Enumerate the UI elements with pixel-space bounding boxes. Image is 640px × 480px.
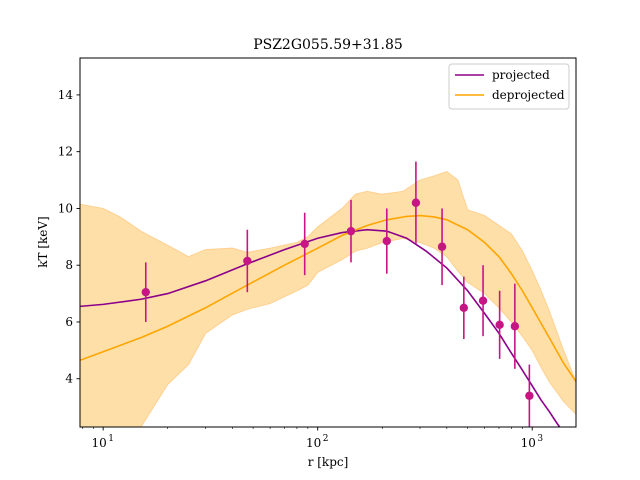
x-tick-exponent: 3 <box>537 434 543 444</box>
data-marker <box>495 320 504 330</box>
x-tick-label: 10 <box>521 436 536 450</box>
y-tick-label: 12 <box>58 145 73 159</box>
data-point <box>300 212 309 276</box>
y-tick-label: 8 <box>65 258 73 272</box>
y-axis-ticks: 4 6 8 10 12 14 <box>58 88 80 386</box>
y-tick-label: 14 <box>58 88 74 102</box>
data-marker <box>437 242 447 251</box>
y-tick-label: 6 <box>65 315 73 329</box>
plot-frame <box>79 57 577 428</box>
data-point <box>382 208 392 274</box>
data-marker <box>382 236 392 246</box>
legend: projected deprojected <box>448 63 570 110</box>
data-point <box>141 262 150 322</box>
legend-projected-label: projected <box>492 68 550 82</box>
data-marker <box>243 256 252 266</box>
data-marker <box>459 303 469 312</box>
y-axis-label: kT [keV] <box>36 216 50 268</box>
data-marker <box>478 296 488 305</box>
data-marker <box>346 226 356 236</box>
x-axis-label: r [kpc] <box>308 455 349 469</box>
data-point <box>525 364 534 427</box>
x-tick-label: 10 <box>92 436 107 450</box>
data-point <box>495 290 504 359</box>
deprojected-line <box>80 214 576 383</box>
projected-line <box>80 228 561 427</box>
x-axis-ticks: 10 1 10 2 10 3 <box>82 427 543 450</box>
y-tick-label: 10 <box>58 201 73 215</box>
data-point <box>510 283 520 369</box>
data-marker <box>411 198 421 207</box>
y-tick-label: 4 <box>65 372 73 386</box>
data-points <box>141 161 534 427</box>
chart-title: PSZ2G055.59+31.85 <box>253 37 403 53</box>
legend-deprojected-label: deprojected <box>492 88 565 102</box>
x-tick-exponent: 1 <box>108 434 114 444</box>
data-marker <box>525 391 534 400</box>
data-point <box>478 265 488 337</box>
data-point <box>411 161 421 244</box>
data-marker <box>141 287 150 297</box>
data-point <box>437 208 447 286</box>
data-point <box>346 199 356 263</box>
plot-area <box>80 161 576 427</box>
x-tick-exponent: 2 <box>323 434 329 444</box>
data-marker <box>510 322 520 331</box>
data-point <box>243 229 252 293</box>
data-marker <box>300 239 309 249</box>
data-point <box>459 276 469 340</box>
x-tick-label: 10 <box>306 436 321 450</box>
